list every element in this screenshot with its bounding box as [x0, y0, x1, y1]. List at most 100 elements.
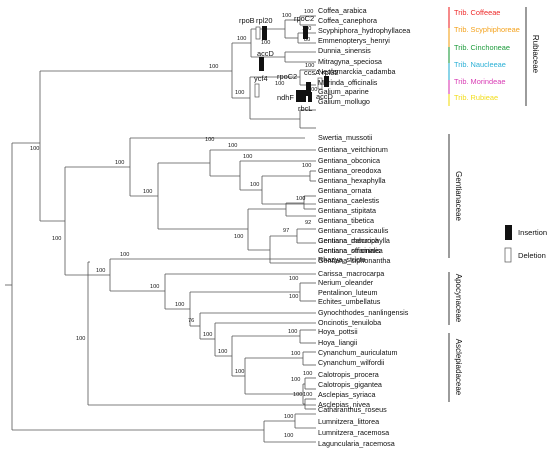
taxon-label: Laguncularia_racemosa — [318, 439, 395, 448]
family-annotations: Rubiaceae Gentianaceae Apocynaceae Ascle… — [448, 7, 540, 402]
insertion-legend-swatch — [505, 225, 512, 240]
taxon-label: Gentiana_oreodoxa — [318, 166, 381, 175]
taxon-label: Gentiana_siphonantha — [318, 256, 390, 265]
bootstrap-value: 100 — [291, 351, 300, 357]
family-label: Apocynaceae — [454, 274, 463, 323]
taxon-label: Hoya_liangii — [318, 338, 358, 347]
taxon-label: Rhazya_stricta — [318, 255, 366, 264]
tribe-label: Trib. Scyphiphoreae — [454, 25, 520, 34]
taxon-label: Galium_aparine — [318, 87, 369, 96]
bootstrap-value: 100 — [205, 137, 214, 143]
bootstrap-value: 100 — [228, 143, 237, 149]
taxon-label: Echites_umbellatus — [318, 297, 381, 306]
bootstrap-value: 100 — [243, 154, 252, 160]
insertion-mark — [308, 92, 312, 102]
taxon-label: Dunnia_sinensis — [318, 46, 371, 55]
insertion-mark — [303, 26, 308, 39]
bootstrap-value: 100 — [115, 160, 124, 166]
bootstrap-value: 100 — [237, 36, 246, 42]
taxon-label: Lumnitzera_littorea — [318, 417, 379, 426]
bootstrap-value: 92 — [305, 220, 311, 226]
tribe-annotations: Trib. Coffeeae Trib. Scyphiphoreae Trib.… — [448, 7, 520, 106]
bootstrap-value: 100 — [261, 40, 270, 46]
bootstrap-value: 100 — [218, 349, 227, 355]
marker-label: accD — [257, 49, 274, 58]
tribe-label: Trib. Cinchoneae — [454, 43, 510, 52]
insertion-mark — [296, 90, 301, 102]
marker-label: rpoC2 — [294, 14, 314, 23]
marker-label: rpoC2 — [277, 72, 297, 81]
taxon-label: Cynanchum_auriculatum — [318, 348, 398, 357]
bootstrap-value: 100 — [250, 182, 259, 188]
taxon-label: Scyphiphora_hydrophyllacea — [318, 26, 410, 35]
taxon-label: Mitragyna_speciosa — [318, 57, 382, 66]
tribe-label: Trib. Rubieae — [454, 93, 498, 102]
tribe-label: Trib. Coffeeae — [454, 8, 500, 17]
marker-label: rbcL — [298, 104, 312, 113]
deletion-mark — [255, 26, 261, 40]
marker-label: accD — [316, 92, 333, 101]
bootstrap-value: 100 — [275, 81, 284, 87]
taxon-label: Calotropis_gigantea — [318, 380, 382, 389]
bootstrap-value: 100 — [284, 414, 293, 420]
taxon-label: Gentiana_obconica — [318, 156, 380, 165]
bootstrap-value: 100 — [143, 189, 152, 195]
bootstrap-value: 100 — [235, 369, 244, 375]
taxon-labels: Coffea_arabica Coffea_canephora Scyphiph… — [318, 6, 410, 448]
taxon-label: Swertia_mussotii — [318, 133, 373, 142]
legend: Insertion Deletion — [504, 225, 547, 263]
taxon-label: Gentiana_ornata — [318, 186, 372, 195]
insertion-mark — [306, 82, 311, 96]
bootstrap-value: 100 — [284, 433, 293, 439]
bootstrap-value: 100 — [209, 64, 218, 70]
deletion-mark — [254, 83, 260, 98]
taxon-label: Gentiana_dahurica — [318, 236, 379, 245]
family-label: Asclepiadaceae — [454, 339, 463, 396]
bootstrap-value: 100 — [120, 252, 129, 258]
taxon-label: Gentiana_veitchiorum — [318, 145, 388, 154]
marker-label: ccsA — [304, 68, 320, 77]
marker-label: rpoB — [239, 16, 255, 25]
taxon-label: Calotropis_procera — [318, 370, 379, 379]
taxon-label: Gentiana_crassicaulis — [318, 226, 389, 235]
marker-label: ycf4 — [254, 74, 268, 83]
deletion-legend-swatch — [504, 247, 512, 263]
taxon-label: Gentiana_officinalis — [318, 246, 381, 255]
bootstrap-value: 100 — [296, 196, 305, 202]
insertion-legend-label: Insertion — [518, 228, 547, 237]
bootstrap-value: 100 — [76, 336, 85, 342]
bootstrap-value: 100 — [30, 146, 39, 152]
bootstrap-value: 100 — [288, 329, 297, 335]
taxon-label: Carissa_macrocarpa — [318, 269, 384, 278]
tribe-label: Trib. Naucleeae — [454, 60, 506, 69]
insertion-mark — [259, 57, 264, 71]
taxon-label: Pentalinon_luteum — [318, 288, 378, 297]
bootstrap-value: 100 — [303, 371, 312, 377]
taxon-label: Neolamarckia_cadamba — [318, 67, 396, 76]
deletion-mark — [317, 77, 323, 90]
bootstrap-value: 100 — [308, 87, 317, 93]
insertion-mark — [262, 26, 267, 40]
bootstrap-value: 76 — [188, 318, 194, 324]
taxon-label: Emmenopterys_henryi — [318, 36, 390, 45]
indel-marks — [254, 26, 329, 102]
insertion-mark — [324, 76, 329, 87]
taxon-label: Coffea_canephora — [318, 16, 377, 25]
marker-label: ndhF — [277, 93, 294, 102]
marker-label: rpl32 — [322, 68, 338, 77]
taxon-label: Galium_mollugo — [318, 97, 370, 106]
taxon-label: Oncinotis_tenuiloba — [318, 318, 381, 327]
taxon-label: Morinda_officinalis — [318, 78, 378, 87]
bootstrap-value: 100 — [291, 377, 300, 383]
bootstrap-value: 100 — [304, 9, 313, 15]
taxon-label: Asclepias_nivea — [318, 400, 370, 409]
taxon-label: Lumnitzera_racemosa — [318, 428, 389, 437]
taxon-label: Gentiana_straminea — [318, 246, 383, 255]
taxon-label: Gentiana_macrophylla — [318, 236, 390, 245]
bootstrap-value: 100 — [175, 302, 184, 308]
bootstrap-value: 100 — [96, 268, 105, 274]
bootstrap-value: 80 — [304, 37, 310, 43]
taxon-label: Gentiana_stipitata — [318, 206, 376, 215]
